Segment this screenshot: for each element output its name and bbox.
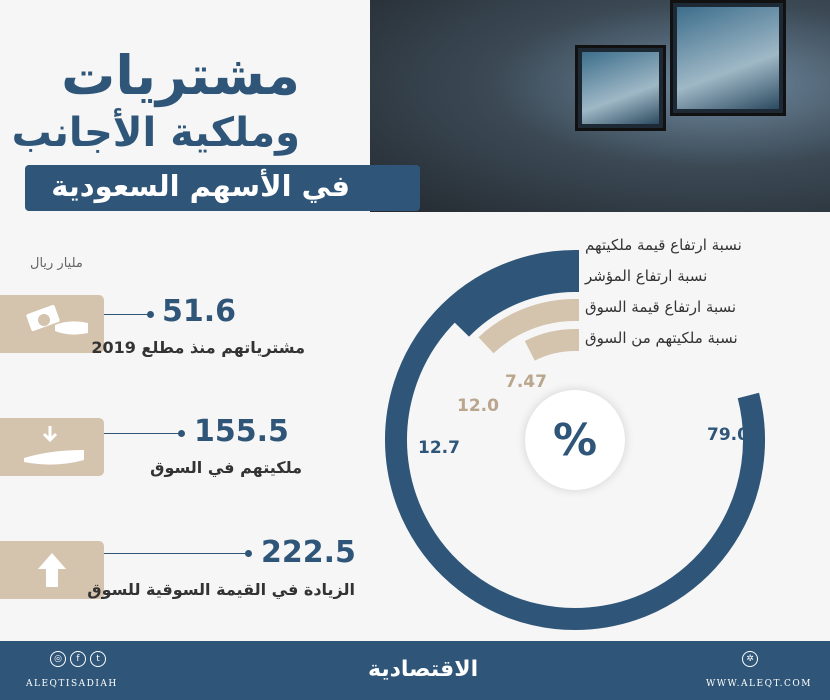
legend-item: نسبة ارتفاع المؤشر <box>585 267 708 285</box>
header-photo <box>370 0 830 212</box>
radial-bar-cap <box>575 270 579 292</box>
stat-caption: مشترياتهم منذ مطلع 2019 <box>91 338 305 357</box>
web-icon[interactable]: ✲ <box>742 651 758 667</box>
leader-dot <box>178 430 185 437</box>
stat-value: 51.6 <box>162 294 237 329</box>
radial-bar-cap <box>575 329 579 351</box>
unit-label: مليار ريال <box>30 256 83 271</box>
value-label: 79.0 <box>707 425 749 445</box>
instagram-icon[interactable]: ◎ <box>50 651 66 667</box>
leader-line <box>104 433 180 434</box>
title-line-1: مشتريات <box>61 44 300 107</box>
legend-item: نسبة ارتفاع قيمة السوق <box>585 298 737 316</box>
facebook-icon[interactable]: f <box>70 651 86 667</box>
radial-bar-cap <box>575 299 579 321</box>
title-band: في الأسهم السعودية <box>25 165 420 211</box>
money-hand-icon <box>0 295 104 353</box>
radial-bar <box>385 250 765 630</box>
website-link[interactable]: WWW.ALEQT.COM <box>706 679 812 689</box>
stat-value: 222.5 <box>261 535 356 570</box>
social-handle[interactable]: ALEQTISADIAH <box>26 679 118 689</box>
receiving-hand-icon <box>0 418 104 476</box>
monitor-image <box>670 0 786 116</box>
stat-caption: ملكيتهم في السوق <box>150 458 302 477</box>
value-label: 12.7 <box>418 438 460 458</box>
radial-bar-cap <box>575 250 579 272</box>
title-line-2: وملكية الأجانب <box>11 110 300 156</box>
radial-bar <box>478 299 576 354</box>
radial-bar <box>524 329 576 361</box>
value-label: 7.47 <box>505 372 547 392</box>
arrow-up-icon <box>0 541 104 599</box>
radial-bar <box>453 270 576 337</box>
leader-line <box>104 314 149 315</box>
monitor-image <box>575 45 666 131</box>
stat-value: 155.5 <box>194 414 289 449</box>
legend-item: نسبة ارتفاع قيمة ملكيتهم <box>585 236 742 254</box>
leader-dot <box>245 550 252 557</box>
stat-caption: الزيادة في القيمة السوقية للسوق <box>87 580 355 599</box>
percent-badge: % <box>525 390 625 490</box>
leader-dot <box>147 311 154 318</box>
title-line-3: في الأسهم السعودية <box>51 169 350 203</box>
legend-item: نسبة ملكيتهم من السوق <box>585 329 738 347</box>
leader-line <box>104 553 247 554</box>
footer: ◎ f t ALEQTISADIAH الاقتصادية ✲ WWW.ALEQ… <box>0 641 830 700</box>
value-label: 12.0 <box>457 396 499 416</box>
twitter-icon[interactable]: t <box>90 651 106 667</box>
logo: الاقتصادية <box>368 657 479 682</box>
